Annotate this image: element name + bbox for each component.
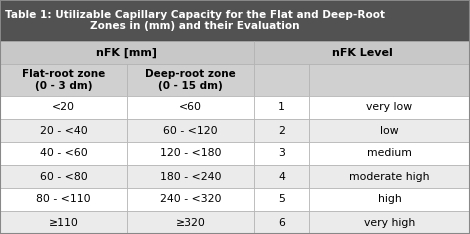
- Bar: [254, 165, 309, 188]
- Bar: [127, 142, 254, 165]
- Bar: [0, 96, 127, 119]
- Text: Table 1: Utilizable Capillary Capacity for the Flat and Deep-Root
Zones in (mm) : Table 1: Utilizable Capillary Capacity f…: [5, 10, 385, 31]
- Text: 5: 5: [278, 194, 285, 205]
- Text: 60 - <120: 60 - <120: [163, 125, 218, 135]
- Bar: [309, 211, 470, 234]
- Text: Deep-root zone
(0 - 15 dm): Deep-root zone (0 - 15 dm): [145, 69, 236, 91]
- Text: very high: very high: [364, 217, 415, 227]
- Bar: [254, 64, 309, 96]
- Bar: [127, 64, 254, 96]
- Bar: [254, 211, 309, 234]
- Bar: [309, 165, 470, 188]
- Bar: [309, 142, 470, 165]
- Text: 2: 2: [278, 125, 285, 135]
- Bar: [254, 96, 309, 119]
- Bar: [309, 119, 470, 142]
- Bar: [0, 119, 127, 142]
- Text: 40 - <60: 40 - <60: [39, 149, 87, 158]
- Bar: [0, 64, 127, 96]
- Text: high: high: [377, 194, 401, 205]
- Bar: [127, 96, 254, 119]
- Bar: [0, 165, 127, 188]
- Text: nFK [mm]: nFK [mm]: [96, 47, 157, 58]
- Bar: [127, 119, 254, 142]
- Text: <60: <60: [179, 102, 202, 113]
- Text: 240 - <320: 240 - <320: [160, 194, 221, 205]
- Bar: [127, 211, 254, 234]
- Bar: [254, 41, 470, 64]
- Text: ≥110: ≥110: [48, 217, 78, 227]
- Bar: [0, 211, 127, 234]
- Text: 4: 4: [278, 172, 285, 182]
- Bar: [127, 165, 254, 188]
- Text: 6: 6: [278, 217, 285, 227]
- Text: medium: medium: [367, 149, 412, 158]
- Text: 60 - <80: 60 - <80: [39, 172, 87, 182]
- Bar: [0, 41, 254, 64]
- Text: 1: 1: [278, 102, 285, 113]
- Bar: [127, 188, 254, 211]
- Text: 120 - <180: 120 - <180: [160, 149, 221, 158]
- Bar: [309, 96, 470, 119]
- Text: 80 - <110: 80 - <110: [36, 194, 91, 205]
- Text: low: low: [380, 125, 399, 135]
- Bar: [309, 64, 470, 96]
- Text: moderate high: moderate high: [349, 172, 430, 182]
- Text: nFK Level: nFK Level: [332, 48, 392, 58]
- Text: ≥320: ≥320: [176, 217, 205, 227]
- Text: 180 - <240: 180 - <240: [160, 172, 221, 182]
- Text: very low: very low: [367, 102, 413, 113]
- Bar: [0, 188, 127, 211]
- Bar: [0, 142, 127, 165]
- Text: Flat-root zone
(0 - 3 dm): Flat-root zone (0 - 3 dm): [22, 69, 105, 91]
- Bar: [254, 142, 309, 165]
- Bar: [254, 188, 309, 211]
- Text: 3: 3: [278, 149, 285, 158]
- Bar: [254, 119, 309, 142]
- Text: <20: <20: [52, 102, 75, 113]
- Text: 20 - <40: 20 - <40: [39, 125, 87, 135]
- Bar: [309, 188, 470, 211]
- Bar: [0, 0, 470, 41]
